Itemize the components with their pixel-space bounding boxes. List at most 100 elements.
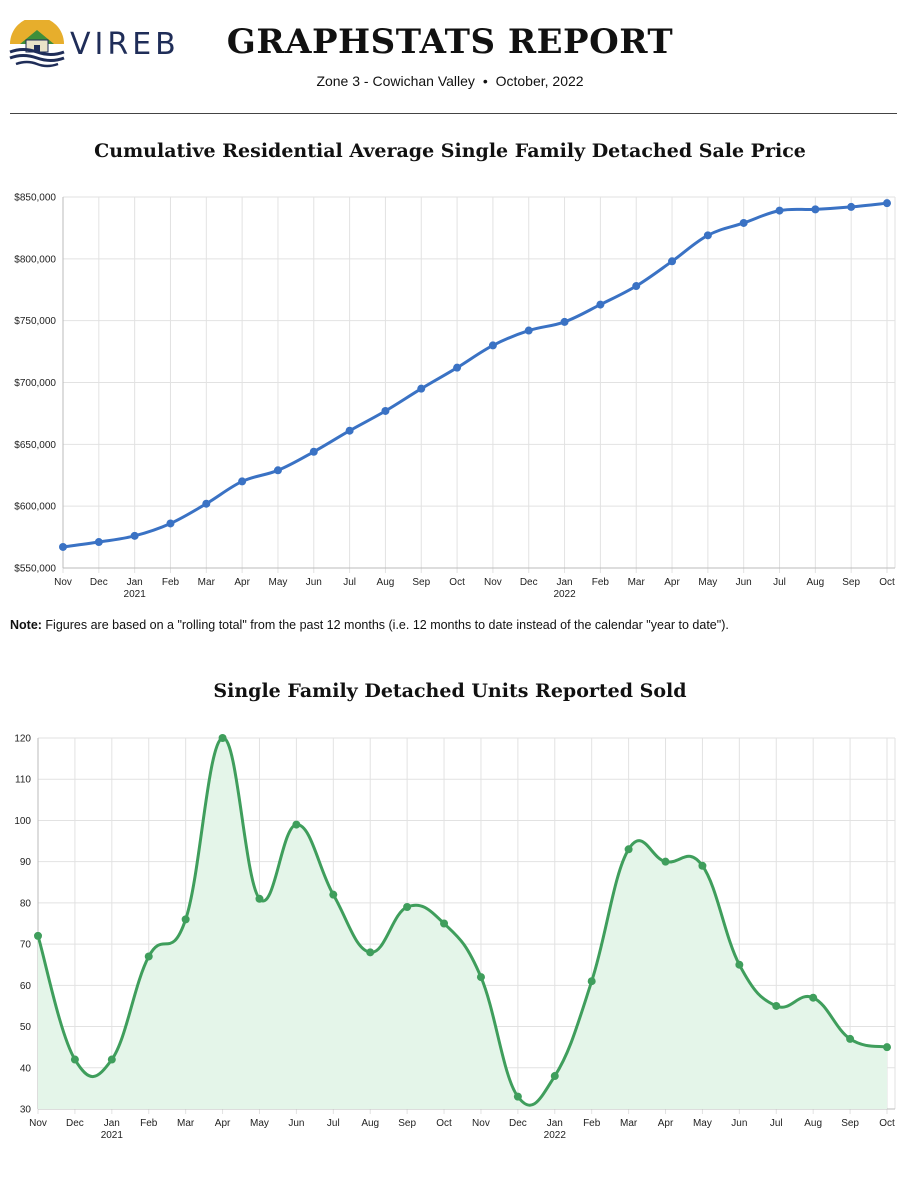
y-tick-label: $600,000 xyxy=(14,502,56,513)
x-tick-label: Aug xyxy=(377,577,395,588)
data-point xyxy=(772,1001,781,1010)
x-tick-label: Nov xyxy=(29,1118,47,1129)
data-point xyxy=(453,363,462,372)
x-tick-label: Jun xyxy=(736,577,752,588)
period-label: October, 2022 xyxy=(495,73,584,89)
data-point xyxy=(381,406,390,415)
x-tick-label: Nov xyxy=(484,577,502,588)
data-point xyxy=(846,1034,855,1043)
data-point xyxy=(524,326,533,335)
y-tick-label: 70 xyxy=(20,940,32,951)
x-tick-label: Feb xyxy=(162,577,180,588)
y-tick-label: 60 xyxy=(20,981,32,992)
x-tick-label: Jun xyxy=(288,1118,304,1129)
series-area xyxy=(38,737,887,1109)
report-title: GRAPHSTATS REPORT xyxy=(226,22,674,62)
separator-dot: • xyxy=(482,73,488,89)
data-point xyxy=(403,903,412,912)
x-tick-label: May xyxy=(269,577,288,588)
data-point xyxy=(440,919,449,928)
header-divider xyxy=(10,113,897,114)
x-tick-label: May xyxy=(693,1118,712,1129)
data-point xyxy=(668,257,677,266)
y-tick-label: $550,000 xyxy=(14,564,56,575)
zone-label: Zone 3 - Cowichan Valley xyxy=(316,73,475,89)
y-tick-label: 110 xyxy=(15,775,31,786)
year-label: 2022 xyxy=(553,589,576,600)
x-tick-label: Oct xyxy=(436,1118,452,1129)
y-tick-label: 120 xyxy=(14,734,31,745)
y-tick-label: $800,000 xyxy=(14,254,56,265)
x-tick-label: Oct xyxy=(879,577,895,588)
x-tick-label: Aug xyxy=(806,577,824,588)
data-point xyxy=(883,1043,891,1052)
data-point xyxy=(661,857,670,866)
y-tick-label: $850,000 xyxy=(14,193,56,204)
data-point xyxy=(130,531,139,540)
y-tick-label: $750,000 xyxy=(14,316,56,327)
data-point xyxy=(560,317,569,326)
data-point xyxy=(703,231,712,240)
x-tick-label: Jan xyxy=(127,577,143,588)
data-point xyxy=(883,199,891,208)
logo-emblem-icon xyxy=(9,17,65,68)
data-point xyxy=(202,499,211,508)
y-tick-label: 100 xyxy=(14,816,31,827)
year-label: 2022 xyxy=(544,1130,567,1141)
data-point xyxy=(292,820,301,829)
data-point xyxy=(329,890,338,899)
y-tick-label: 50 xyxy=(20,1022,32,1033)
x-tick-label: Jun xyxy=(306,577,322,588)
x-tick-label: Feb xyxy=(592,577,610,588)
x-tick-label: Aug xyxy=(804,1118,822,1129)
x-tick-label: Oct xyxy=(879,1118,895,1129)
x-tick-label: Mar xyxy=(177,1118,195,1129)
x-tick-label: Feb xyxy=(583,1118,601,1129)
x-tick-label: Oct xyxy=(449,577,465,588)
data-point xyxy=(309,447,318,456)
year-label: 2021 xyxy=(101,1130,124,1141)
y-tick-label: $700,000 xyxy=(14,378,56,389)
units-chart-title: Single Family Detached Units Reported So… xyxy=(213,680,687,702)
data-point xyxy=(218,734,227,742)
y-tick-label: 40 xyxy=(20,1063,32,1074)
x-tick-label: Apr xyxy=(215,1118,231,1129)
x-tick-label: Sep xyxy=(398,1118,416,1129)
data-point xyxy=(70,1055,79,1064)
data-point xyxy=(94,538,103,547)
data-point xyxy=(273,466,282,475)
data-point xyxy=(809,993,818,1002)
data-point xyxy=(847,202,856,211)
x-tick-label: Jan xyxy=(557,577,573,588)
y-tick-label: 30 xyxy=(20,1105,32,1116)
data-point xyxy=(811,205,820,214)
x-tick-label: May xyxy=(698,577,717,588)
year-label: 2021 xyxy=(124,589,147,600)
data-point xyxy=(107,1055,116,1064)
data-point xyxy=(550,1072,559,1081)
x-tick-label: Sep xyxy=(841,1118,859,1129)
data-point xyxy=(59,542,67,551)
x-tick-label: Mar xyxy=(198,577,216,588)
note-text: Figures are based on a "rolling total" f… xyxy=(41,618,729,632)
data-point xyxy=(238,477,247,486)
note-label: Note: xyxy=(10,618,42,632)
data-point xyxy=(587,977,596,986)
vireb-logo: VIREB xyxy=(8,17,208,70)
x-tick-label: Jul xyxy=(343,577,356,588)
data-point xyxy=(624,845,633,854)
data-point xyxy=(698,861,707,870)
x-tick-label: Jul xyxy=(327,1118,340,1129)
data-point xyxy=(488,341,497,350)
x-tick-label: Sep xyxy=(842,577,860,588)
data-point xyxy=(775,206,784,215)
x-tick-label: Feb xyxy=(140,1118,158,1129)
data-point xyxy=(735,960,744,969)
y-tick-label: 80 xyxy=(20,898,32,909)
y-tick-label: $650,000 xyxy=(14,440,56,451)
grid-lines xyxy=(62,196,896,573)
data-point xyxy=(632,282,641,291)
x-tick-label: Mar xyxy=(620,1118,638,1129)
x-tick-label: Apr xyxy=(234,577,250,588)
x-tick-label: Jul xyxy=(773,577,786,588)
